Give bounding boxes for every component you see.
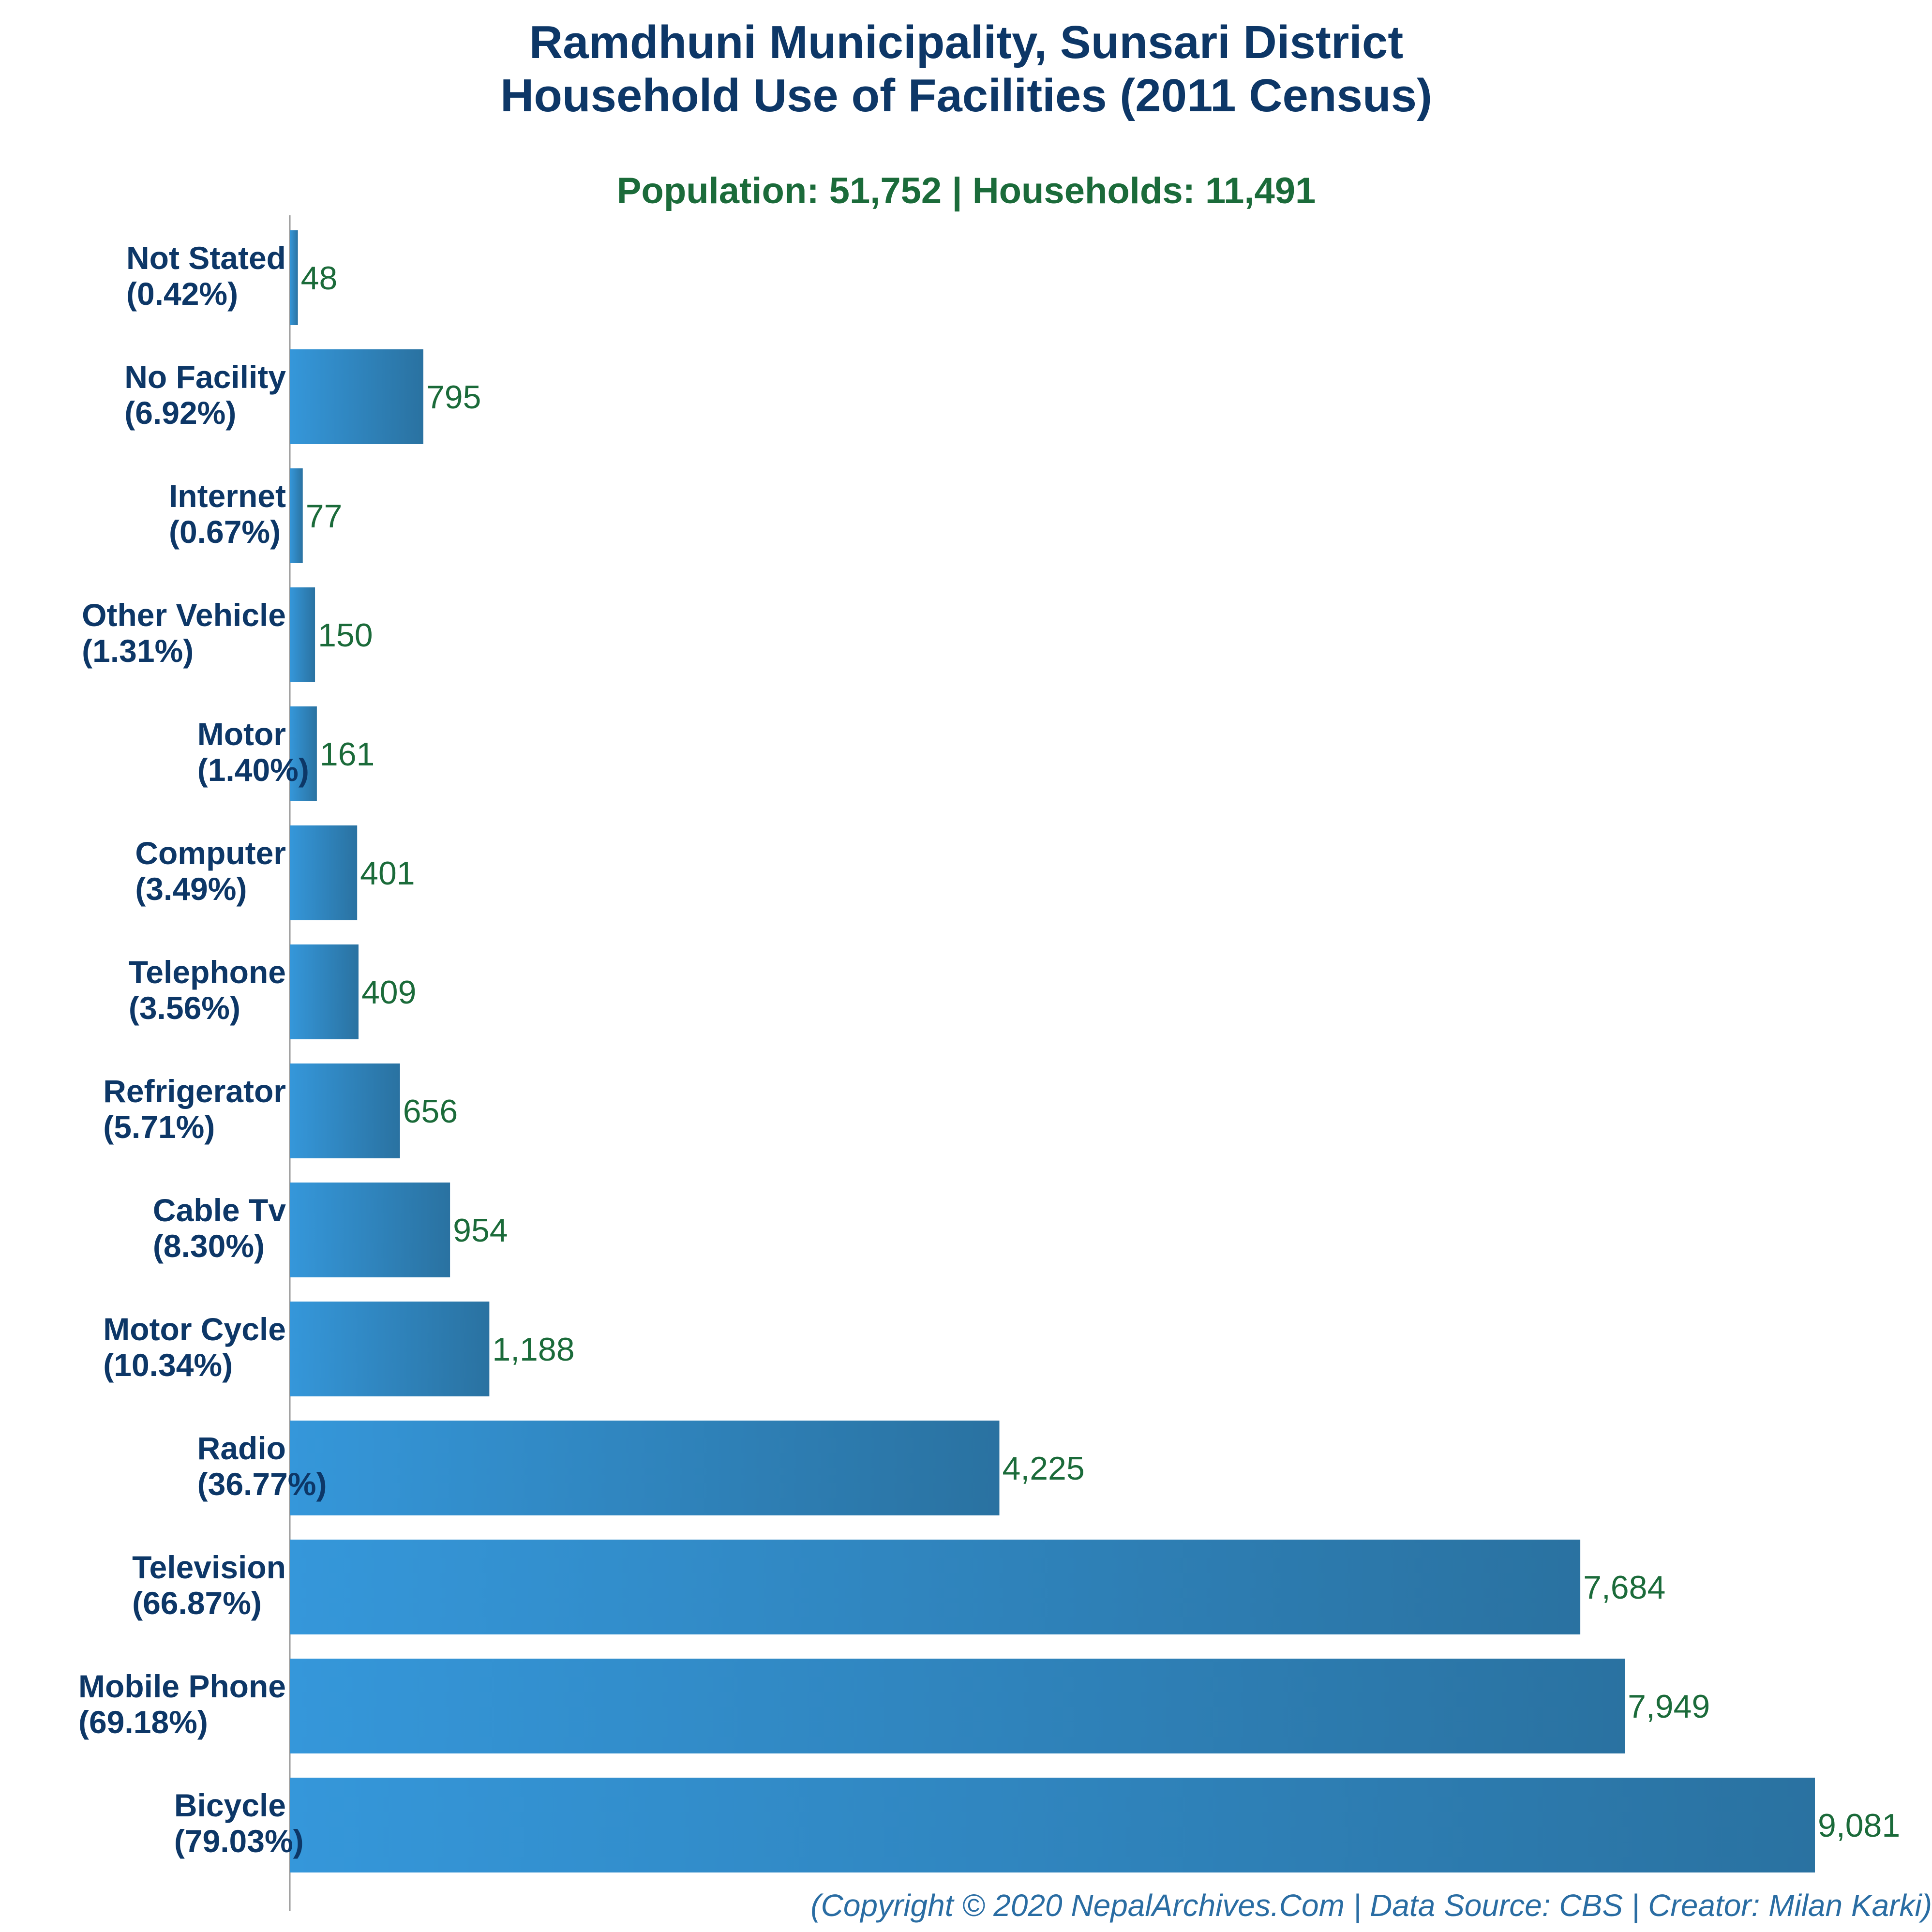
category-label-bicycle: Bicycle xyxy=(174,1787,286,1823)
value-label-computer: 401 xyxy=(360,855,415,892)
value-label-no-facility: 795 xyxy=(426,379,481,416)
chart-title-line-2: Household Use of Facilities (2011 Census… xyxy=(500,70,1432,121)
category-label-mobile-phone: Mobile Phone xyxy=(78,1668,286,1704)
category-pct-other-vehicle: (1.31%) xyxy=(82,633,194,669)
value-label-cable-tv: 954 xyxy=(453,1212,508,1249)
bar-not-stated xyxy=(290,230,298,325)
value-label-motor-cycle: 1,188 xyxy=(492,1331,574,1368)
category-pct-no-facility: (6.92%) xyxy=(124,395,236,431)
value-label-telephone: 409 xyxy=(361,974,416,1011)
chart-footer: (Copyright © 2020 NepalArchives.Com | Da… xyxy=(810,1888,1932,1923)
category-label-television: Television xyxy=(132,1549,286,1585)
category-pct-telephone: (3.56%) xyxy=(129,990,240,1026)
value-label-radio: 4,225 xyxy=(1002,1450,1084,1487)
category-pct-cable-tv: (8.30%) xyxy=(153,1228,265,1264)
category-pct-motor: (1.40%) xyxy=(197,752,309,788)
value-label-internet: 77 xyxy=(306,498,343,535)
category-pct-not-stated: (0.42%) xyxy=(126,276,238,312)
value-label-motor: 161 xyxy=(320,736,374,773)
category-pct-motor-cycle: (10.34%) xyxy=(103,1347,233,1383)
bar-motor xyxy=(290,706,317,801)
bars-group: 48 Not Stated(0.42%) 795 No Facility(6.92%)… xyxy=(78,230,1900,1872)
value-label-other-vehicle: 150 xyxy=(318,617,373,654)
bar-bicycle xyxy=(290,1778,1815,1872)
value-label-refrigerator: 656 xyxy=(403,1093,458,1130)
bar-internet xyxy=(290,468,303,563)
category-label-no-facility: No Facility xyxy=(124,359,286,395)
chart-title-line-1: Ramdhuni Municipality, Sunsari District xyxy=(529,16,1403,68)
category-label-computer: Computer xyxy=(135,835,286,871)
bar-no-facility xyxy=(290,349,423,444)
bar-cable-tv xyxy=(290,1183,450,1277)
bar-other-vehicle xyxy=(290,587,315,682)
category-pct-refrigerator: (5.71%) xyxy=(103,1109,215,1145)
value-label-television: 7,684 xyxy=(1583,1569,1665,1606)
category-label-motor: Motor xyxy=(197,716,286,752)
bar-television xyxy=(290,1540,1581,1634)
category-pct-mobile-phone: (69.18%) xyxy=(78,1704,208,1740)
value-label-bicycle: 9,081 xyxy=(1818,1807,1900,1844)
chart-subtitle: Population: 51,752 | Households: 11,491 xyxy=(617,170,1316,212)
value-label-not-stated: 48 xyxy=(301,260,338,297)
bar-telephone xyxy=(290,944,359,1039)
category-label-refrigerator: Refrigerator xyxy=(103,1073,286,1109)
category-pct-computer: (3.49%) xyxy=(135,871,247,907)
category-pct-bicycle: (79.03%) xyxy=(174,1823,304,1859)
value-label-mobile-phone: 7,949 xyxy=(1628,1688,1710,1725)
category-pct-radio: (36.77%) xyxy=(197,1466,327,1502)
bar-computer xyxy=(290,825,358,920)
bar-radio xyxy=(290,1421,1000,1515)
category-label-internet: Internet xyxy=(169,478,286,514)
category-label-cable-tv: Cable Tv xyxy=(153,1192,286,1228)
category-label-radio: Radio xyxy=(197,1430,286,1466)
bar-refrigerator xyxy=(290,1063,400,1158)
bar-motor-cycle xyxy=(290,1302,490,1396)
category-pct-television: (66.87%) xyxy=(132,1585,262,1621)
bar-mobile-phone xyxy=(290,1659,1625,1753)
category-pct-internet: (0.67%) xyxy=(169,514,281,550)
category-label-motor-cycle: Motor Cycle xyxy=(103,1311,286,1347)
category-label-other-vehicle: Other Vehicle xyxy=(82,597,286,633)
category-label-not-stated: Not Stated xyxy=(126,240,286,276)
category-label-telephone: Telephone xyxy=(129,954,286,990)
